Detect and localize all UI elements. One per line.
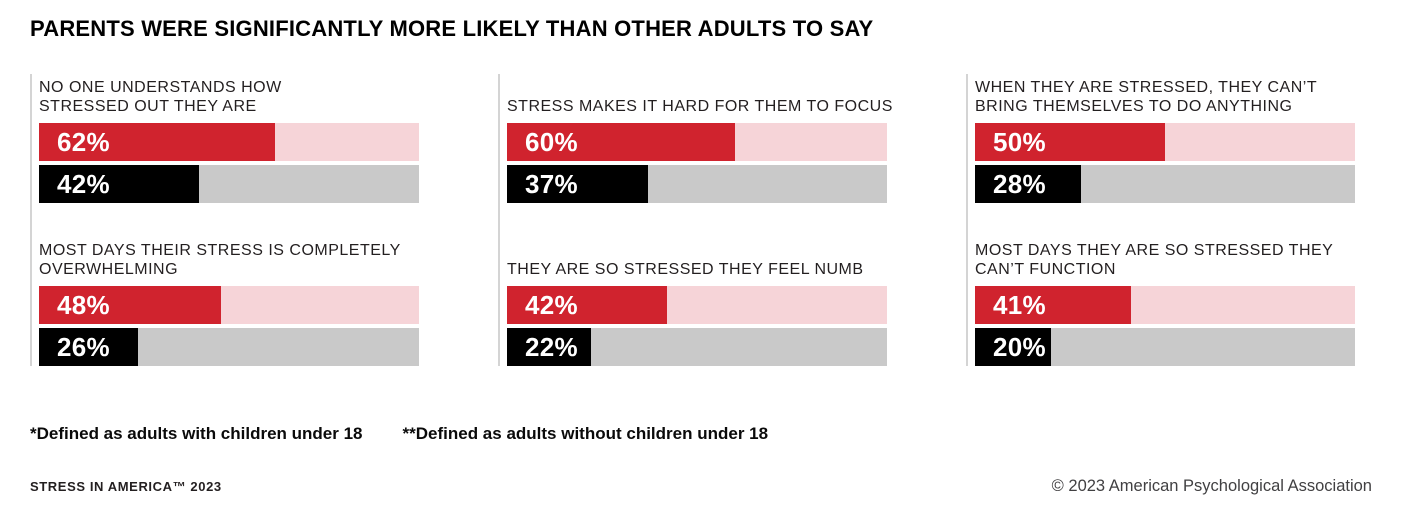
stat-title-line: STRESSED OUT THEY ARE [39,98,257,115]
others-bar-track: 28% [975,165,1355,203]
copyright-notice: © 2023 American Psychological Associatio… [1051,477,1372,495]
parents-bar-track: 60% [507,123,887,161]
chart-column-1: NO ONE UNDERSTANDS HOW STRESSED OUT THEY… [30,74,419,366]
report-brand: STRESS IN AMERICA™ 2023 [30,479,222,494]
stat-title-line: THEY ARE SO STRESSED THEY FEEL NUMB [507,261,864,278]
others-bar-track: 20% [975,328,1355,366]
parents-value-label: 41% [993,289,1046,320]
others-value-label: 22% [525,331,578,362]
parents-value-label: 62% [57,126,110,157]
parents-bar-track: 48% [39,286,419,324]
parents-bar-fill: 42% [507,286,667,324]
parents-value-label: 48% [57,289,110,320]
others-bar-fill: 26% [39,328,138,366]
stat-title-line: STRESS MAKES IT HARD FOR THEM TO FOCUS [507,98,893,115]
stat-title-line: OVERWHELMING [39,261,179,278]
parents-bar-track: 42% [507,286,887,324]
stat-title-line: NO ONE UNDERSTANDS HOW [39,79,282,96]
others-bar-track: 37% [507,165,887,203]
parents-bar-track: 62% [39,123,419,161]
stat-title: MOST DAYS THEIR STRESS IS COMPLETELY OVE… [39,237,419,279]
stat-title-line: CAN’T FUNCTION [975,261,1116,278]
stat-title: WHEN THEY ARE STRESSED, THEY CAN’T BRING… [975,74,1355,116]
others-value-label: 28% [993,168,1046,199]
others-bar-fill: 37% [507,165,648,203]
stat-title: NO ONE UNDERSTANDS HOW STRESSED OUT THEY… [39,74,419,116]
stat-title-line: WHEN THEY ARE STRESSED, THEY CAN’T [975,79,1318,96]
stat-title: STRESS MAKES IT HARD FOR THEM TO FOCUS [507,74,893,116]
parents-value-label: 60% [525,126,578,157]
stat-block-feel-numb: THEY ARE SO STRESSED THEY FEEL NUMB 42% … [507,237,887,366]
others-value-label: 42% [57,168,110,199]
others-value-label: 37% [525,168,578,199]
chart-column-3: WHEN THEY ARE STRESSED, THEY CAN’T BRING… [966,74,1355,366]
stat-block-cant-bring-themselves: WHEN THEY ARE STRESSED, THEY CAN’T BRING… [975,74,1355,203]
stat-block-completely-overwhelming: MOST DAYS THEIR STRESS IS COMPLETELY OVE… [39,237,419,366]
stat-block-cant-function: MOST DAYS THEY ARE SO STRESSED THEY CAN’… [975,237,1355,366]
page-title: PARENTS WERE SIGNIFICANTLY MORE LIKELY T… [30,16,874,41]
stat-title-line: MOST DAYS THEIR STRESS IS COMPLETELY [39,242,401,259]
footnote-parents: *Defined as adults with children under 1… [30,424,363,443]
stat-block-no-one-understands: NO ONE UNDERSTANDS HOW STRESSED OUT THEY… [39,74,419,203]
parents-value-label: 42% [525,289,578,320]
others-bar-fill: 22% [507,328,591,366]
chart-column-2: STRESS MAKES IT HARD FOR THEM TO FOCUS 6… [498,74,893,366]
parents-bar-track: 41% [975,286,1355,324]
footer: STRESS IN AMERICA™ 2023 © 2023 American … [30,477,1372,496]
others-bar-fill: 20% [975,328,1051,366]
parents-bar-fill: 62% [39,123,275,161]
parents-bar-fill: 50% [975,123,1165,161]
others-bar-fill: 42% [39,165,199,203]
chart-grid: NO ONE UNDERSTANDS HOW STRESSED OUT THEY… [30,74,1372,366]
footnotes: *Defined as adults with children under 1… [30,424,1372,444]
others-bar-track: 22% [507,328,887,366]
stat-title: THEY ARE SO STRESSED THEY FEEL NUMB [507,237,887,279]
others-value-label: 20% [993,331,1046,362]
others-bar-track: 42% [39,165,419,203]
stat-title-line: BRING THEMSELVES TO DO ANYTHING [975,98,1293,115]
others-bar-fill: 28% [975,165,1082,203]
parents-bar-track: 50% [975,123,1355,161]
footnote-others: **Defined as adults without children und… [402,424,769,443]
others-value-label: 26% [57,331,110,362]
parents-bar-fill: 48% [39,286,222,324]
stat-title-line: MOST DAYS THEY ARE SO STRESSED THEY [975,242,1334,259]
stat-block-hard-to-focus: STRESS MAKES IT HARD FOR THEM TO FOCUS 6… [507,74,893,203]
stat-title: MOST DAYS THEY ARE SO STRESSED THEY CAN’… [975,237,1355,279]
parents-value-label: 50% [993,126,1046,157]
parents-bar-fill: 60% [507,123,735,161]
parents-bar-fill: 41% [975,286,1131,324]
others-bar-track: 26% [39,328,419,366]
